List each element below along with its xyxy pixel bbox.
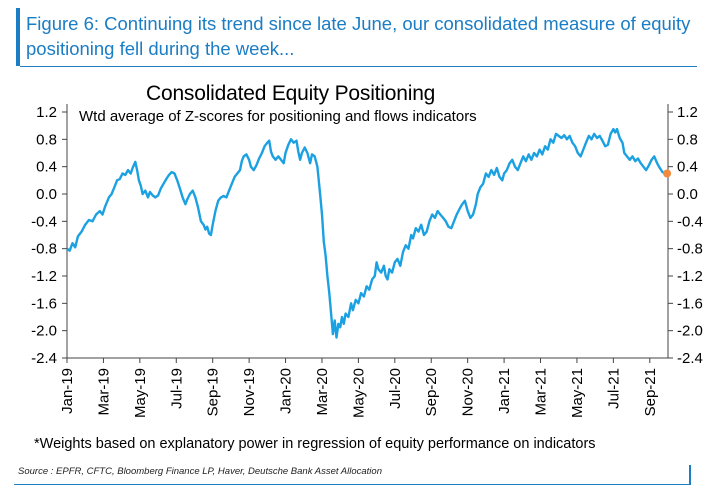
x-tick-label: Sep-21: [642, 368, 659, 416]
x-tick-label: Nov-20: [460, 368, 477, 416]
header-rule: [20, 66, 697, 67]
x-tick-label: Jul-21: [605, 368, 622, 409]
y-tick-label-left: -1.2: [31, 268, 57, 285]
y-ticks-left: 1.2 0.8 0.4 0.0 -0.4 -0.8 -1.2 -1.6 -2.0 -2.4: [31, 104, 67, 367]
series-line: [66, 127, 666, 339]
y-tick-label-left: 0.0: [36, 186, 57, 203]
x-ticks: Jan-19 Mar-19 May-19 Jul-19 Sep-19 Nov-19 Jan-…: [59, 358, 659, 418]
source-note: Source : EPFR, CFTC, Bloomberg Finance L…: [18, 466, 382, 477]
x-tick-label: Sep-19: [205, 368, 222, 416]
x-tick-label: Jan-19: [59, 368, 76, 414]
footnote: *Weights based on explanatory power in r…: [34, 436, 596, 452]
y-tick-label-right: -1.2: [677, 268, 703, 285]
y-tick-label-right: 0.0: [677, 186, 698, 203]
y-tick-label-right: -2.4: [677, 350, 703, 367]
x-tick-label: Jan-21: [496, 368, 513, 414]
x-tick-label: Sep-20: [423, 368, 440, 416]
footer-rule: [14, 484, 690, 485]
y-tick-label-right: 1.2: [677, 104, 698, 121]
footer-accent-bar: [689, 465, 691, 485]
x-tick-label: Jul-20: [387, 368, 404, 409]
y-tick-label-left: -0.4: [31, 213, 57, 230]
x-tick-label: May-20: [350, 368, 367, 418]
figure-caption: Figure 6: Continuing its trend since lat…: [26, 13, 691, 59]
y-tick-label-left: -1.6: [31, 295, 57, 312]
y-tick-label-right: -1.6: [677, 295, 703, 312]
y-tick-label-left: 0.8: [36, 131, 57, 148]
y-tick-label-right: -2.0: [677, 323, 703, 340]
x-tick-label: May-21: [569, 368, 586, 418]
y-tick-label-right: 0.4: [677, 159, 698, 176]
y-tick-label-left: -2.0: [31, 323, 57, 340]
y-tick-label-left: 0.4: [36, 159, 57, 176]
y-tick-label-right: -0.4: [677, 213, 703, 230]
x-tick-label: Mar-19: [95, 368, 112, 416]
x-tick-label: Jan-20: [278, 368, 295, 414]
y-tick-label-left: -2.4: [31, 350, 57, 367]
x-tick-label: Mar-20: [314, 368, 331, 416]
y-tick-label-right: 0.8: [677, 131, 698, 148]
chart-title: Consolidated Equity Positioning: [146, 82, 436, 105]
y-tick-label-right: -0.8: [677, 241, 703, 258]
x-tick-label: May-19: [132, 368, 149, 418]
y-tick-label-left: 1.2: [36, 104, 57, 121]
latest-point-marker: [663, 169, 672, 178]
y-ticks-right: 1.2 0.8 0.4 0.0 -0.4 -0.8 -1.2 -1.6 -2.0 -2.4: [668, 104, 703, 367]
chart-subtitle: Wtd average of Z-scores for positioning …: [79, 108, 477, 125]
y-tick-label-left: -0.8: [31, 241, 57, 258]
x-tick-label: Mar-21: [533, 368, 550, 416]
header-accent-bar: [16, 8, 20, 66]
x-tick-label: Jul-19: [168, 368, 185, 409]
x-tick-label: Nov-19: [241, 368, 258, 416]
